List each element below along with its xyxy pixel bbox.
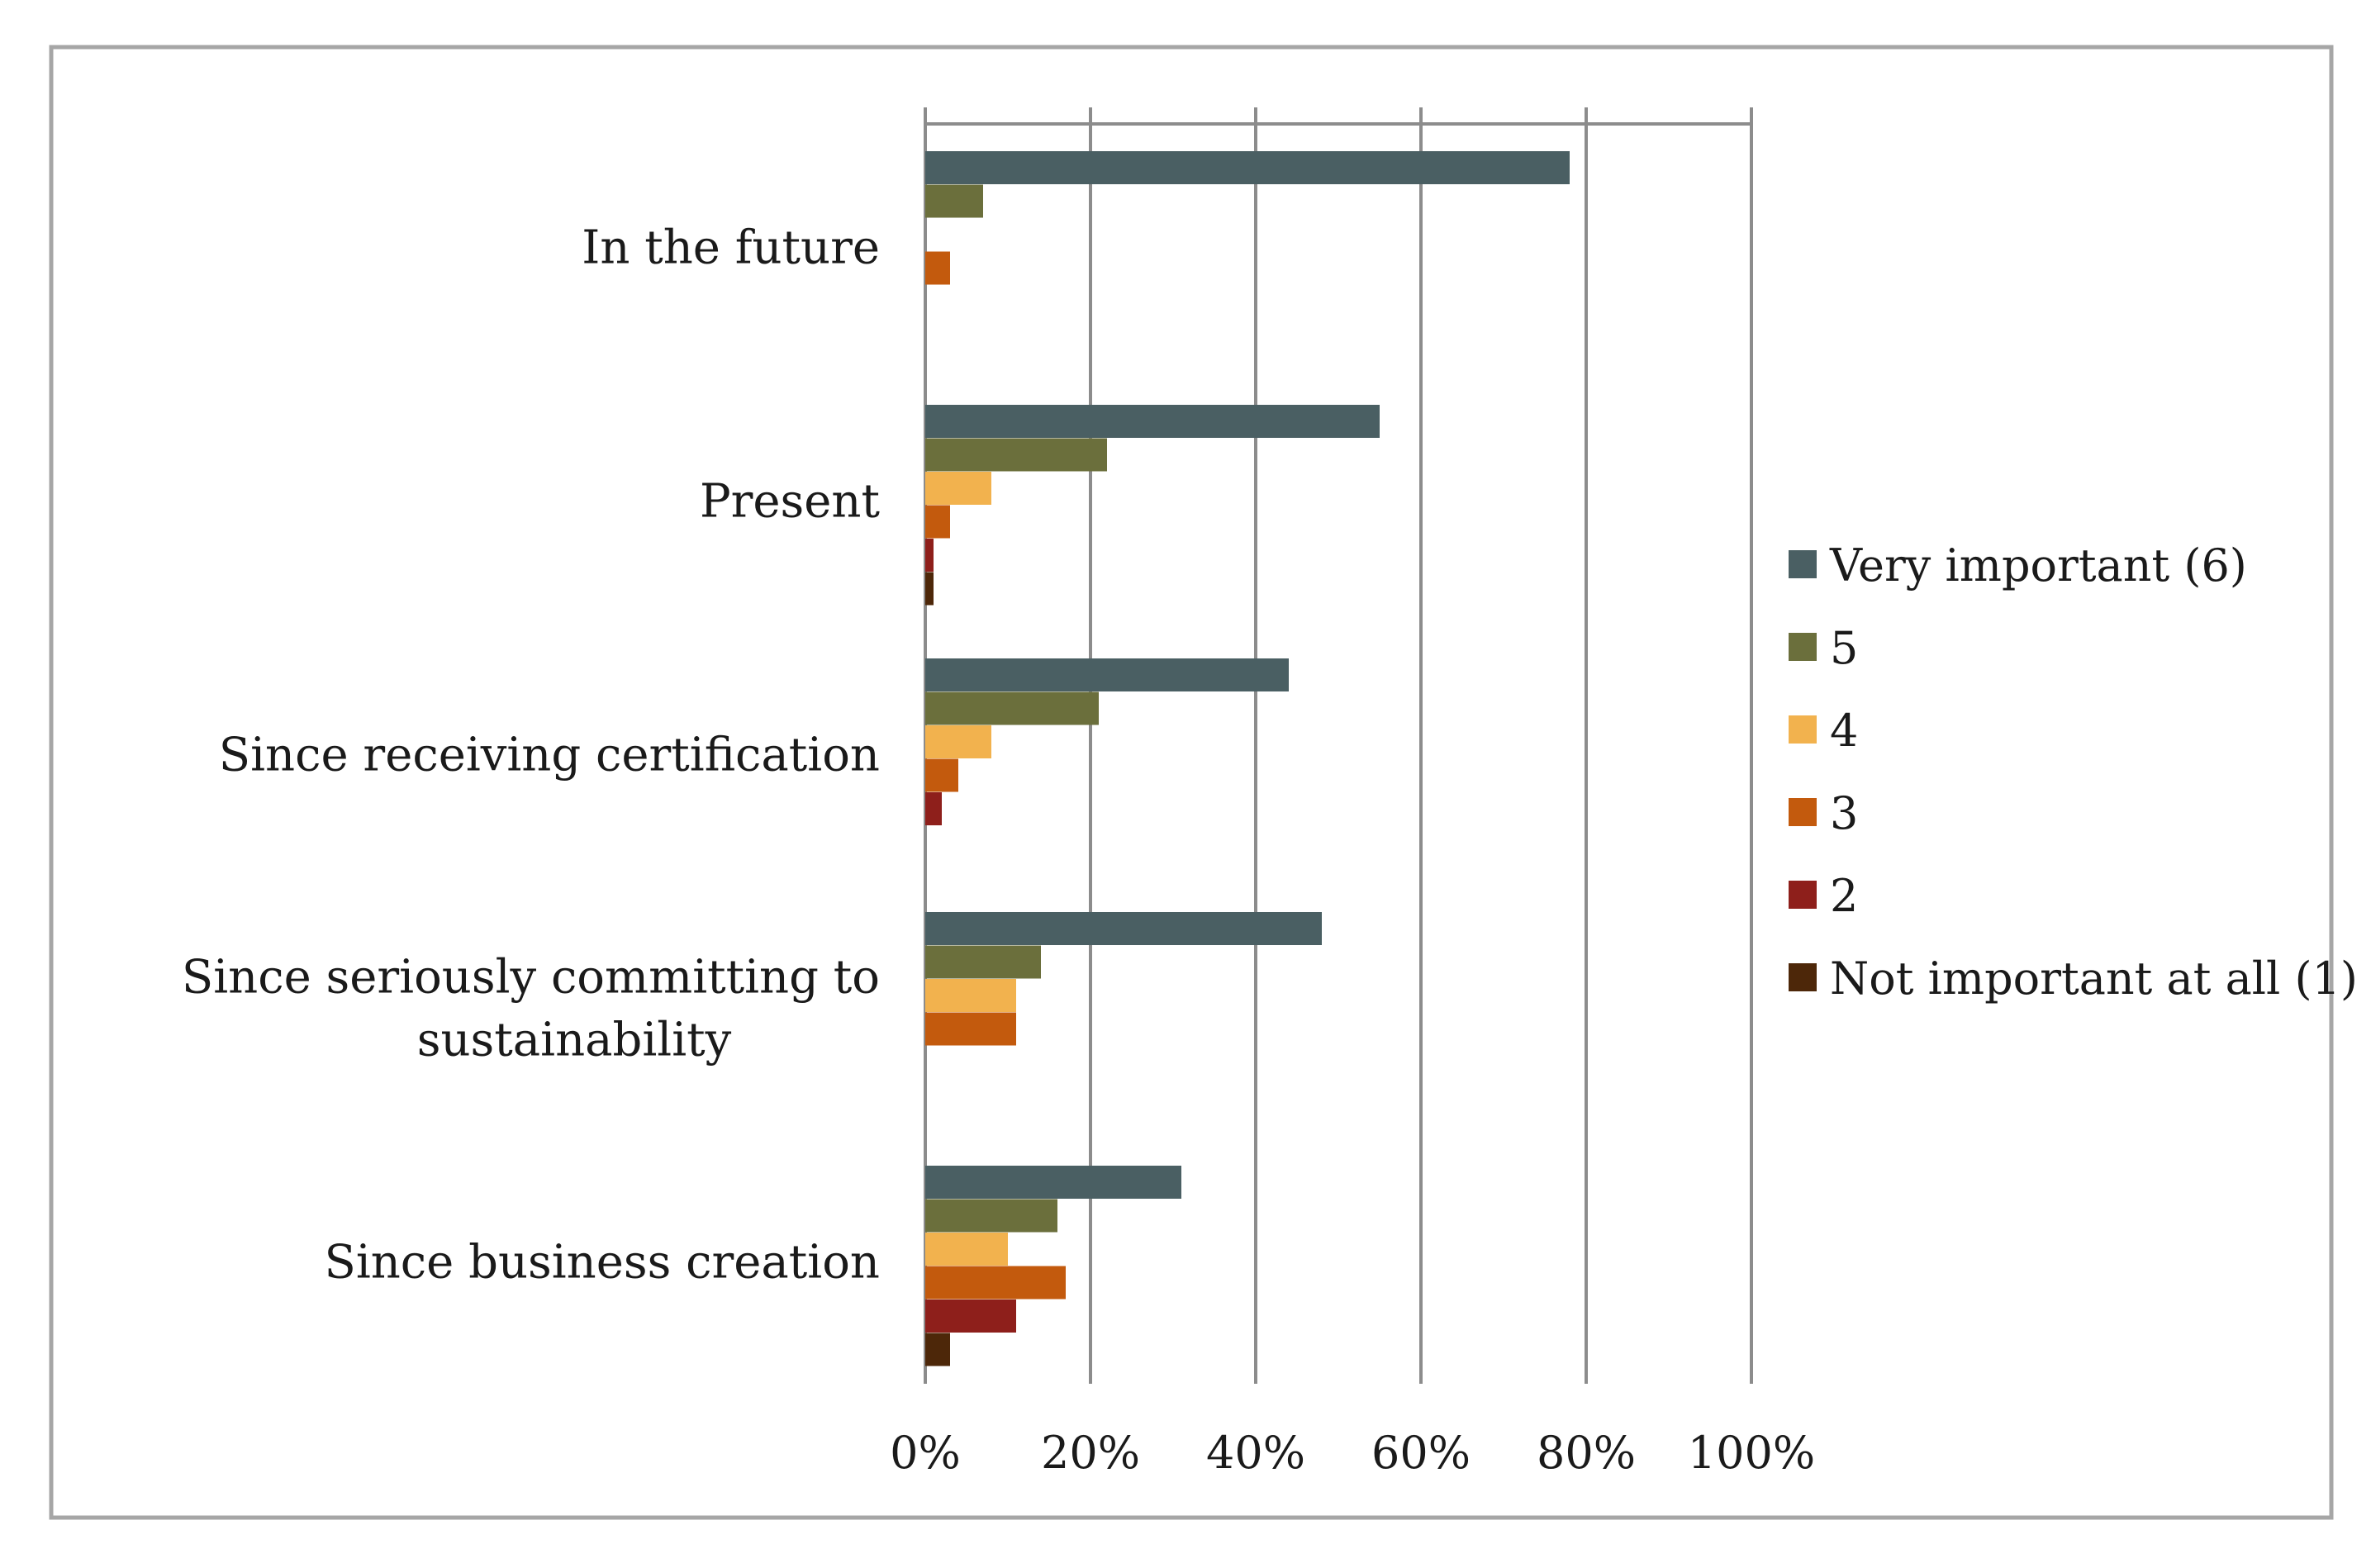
bar: [925, 1300, 1016, 1333]
legend-label: Very important (6): [1829, 539, 2247, 592]
legend-swatch: [1789, 633, 1817, 661]
bar: [925, 405, 1380, 438]
bar: [925, 792, 942, 825]
category-label: Since business creation: [324, 1236, 880, 1290]
bar: [925, 1199, 1057, 1233]
bar: [925, 1166, 1181, 1199]
legend-label: 4: [1830, 705, 1858, 757]
bar: [925, 251, 950, 285]
x-tick-label: 40%: [1206, 1427, 1305, 1479]
bar: [925, 691, 1099, 725]
category-label: Since seriously committing to: [182, 951, 880, 1005]
bar: [925, 1266, 1066, 1300]
legend-label: 5: [1830, 622, 1858, 674]
bar: [925, 658, 1289, 691]
legend-label: Not important at all (1): [1830, 953, 2358, 1005]
category-labels: In the future Present Since receiving cert…: [182, 221, 881, 1290]
x-tick-label: 80%: [1537, 1427, 1636, 1479]
bar: [925, 472, 991, 505]
legend-label: 3: [1830, 787, 1858, 839]
bar: [925, 539, 934, 572]
bar: [925, 725, 991, 758]
legend-swatch: [1789, 550, 1817, 578]
x-axis: 0% 20% 40% 60% 80% 100%: [890, 1427, 1815, 1479]
bars: [925, 151, 1570, 1366]
legend-label: 2: [1830, 870, 1858, 922]
bar: [925, 1333, 950, 1366]
chart-frame: [49, 45, 2334, 1520]
bar: [925, 758, 958, 792]
x-tick-label: 20%: [1041, 1427, 1140, 1479]
bar: [925, 979, 1016, 1012]
bar: [925, 438, 1107, 472]
legend-swatch: [1789, 963, 1817, 991]
legend: Very important (6) 5 4 3 2 Not important at a…: [1789, 539, 2358, 1005]
legend-swatch: [1789, 798, 1817, 826]
bar: [925, 184, 983, 218]
legend-swatch: [1789, 715, 1817, 744]
bar: [925, 912, 1322, 945]
x-tick-label: 60%: [1371, 1427, 1471, 1479]
bar: [925, 151, 1570, 184]
category-label: In the future: [582, 221, 880, 275]
x-tick-label: 0%: [890, 1427, 961, 1479]
x-tick-label: 100%: [1688, 1427, 1815, 1479]
legend-swatch: [1789, 881, 1817, 909]
category-label: Present: [700, 475, 881, 529]
bar: [925, 945, 1041, 979]
gridlines: [924, 107, 1753, 1384]
bar: [925, 572, 934, 606]
bar: [925, 1233, 1008, 1266]
category-label: Since receiving certification: [219, 729, 880, 782]
bar: [925, 505, 950, 539]
category-label: sustainability: [417, 1014, 732, 1067]
bar: [925, 1012, 1016, 1046]
